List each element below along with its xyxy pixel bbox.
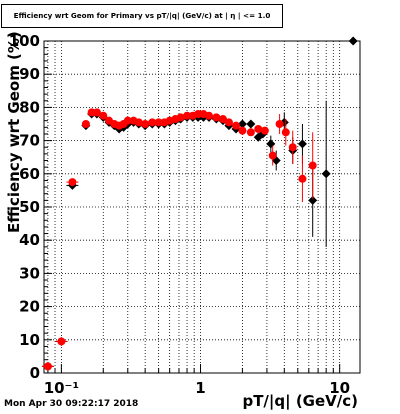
y-tick-label: 60: [19, 165, 40, 183]
data-point-circle: [141, 120, 150, 128]
data-point-circle: [308, 161, 317, 170]
data-point-circle: [57, 337, 66, 346]
data-point-circle: [298, 174, 307, 183]
data-point-circle: [43, 362, 52, 371]
y-tick-label: 80: [19, 98, 40, 116]
tick-labels: 0 10 20 30 40 50 60 70 80 90 100 10⁻¹ 1 10: [9, 32, 350, 397]
data-point-circle: [68, 178, 77, 187]
data-point-circle: [254, 124, 263, 133]
data-point-circle: [154, 118, 163, 127]
timestamp: Mon Apr 30 09:22:17 2018: [4, 399, 139, 409]
data-point-circle: [218, 115, 227, 124]
data-point-circle: [99, 111, 108, 120]
data-point-circle: [288, 143, 297, 152]
y-axis-label: Efficiency wrt Geom (%): [5, 31, 23, 233]
black-diamond-series: [41, 36, 358, 371]
title-box: Efficiency wrt Geom for Primary vs pT/|q…: [1, 4, 283, 28]
data-point-circle: [176, 113, 185, 122]
data-series: [41, 36, 358, 371]
data-point-circle: [224, 118, 233, 127]
x-tick-label: 10⁻¹: [44, 379, 79, 397]
data-point-circle: [212, 113, 221, 122]
y-tick-label: 100: [9, 32, 40, 50]
y-tick-label: 40: [19, 231, 40, 249]
data-point-circle: [246, 128, 255, 137]
data-point-diamond: [348, 36, 358, 46]
data-point-circle: [204, 111, 213, 120]
data-point-circle: [148, 118, 157, 127]
grid-lines: [44, 40, 360, 374]
data-point-diamond: [321, 169, 331, 179]
data-point-circle: [134, 118, 143, 127]
data-point-diamond: [246, 119, 256, 129]
data-point-diamond: [308, 195, 318, 205]
data-point-circle: [183, 111, 192, 120]
data-point-circle: [123, 116, 132, 125]
data-point-circle: [92, 108, 101, 117]
x-tick-label: 1: [195, 379, 205, 397]
data-point-diamond: [297, 139, 307, 149]
data-point-circle: [260, 126, 269, 135]
data-point-circle: [268, 151, 277, 160]
data-point-diamond: [266, 139, 276, 149]
y-tick-label: 20: [19, 298, 40, 316]
chart-title: Efficiency wrt Geom for Primary vs pT/|q…: [13, 11, 271, 20]
y-tick-label: 70: [19, 132, 40, 150]
data-point-circle: [81, 120, 90, 128]
y-tick-label: 50: [19, 198, 40, 216]
tick-marks: [44, 40, 341, 374]
y-tick-label: 10: [19, 331, 40, 349]
red-circle-series: [41, 108, 317, 371]
x-axis-label: pT/|q| (GeV/c): [242, 392, 358, 411]
y-tick-label: 30: [19, 264, 40, 282]
x-tick-label: 10: [329, 379, 350, 397]
data-point-diamond: [237, 119, 247, 129]
y-tick-label: 0: [30, 364, 40, 382]
data-point-circle: [232, 121, 241, 130]
data-point-circle: [275, 120, 284, 128]
data-point-circle: [238, 126, 247, 135]
data-point-circle: [281, 128, 290, 137]
y-tick-label: 90: [19, 65, 40, 83]
